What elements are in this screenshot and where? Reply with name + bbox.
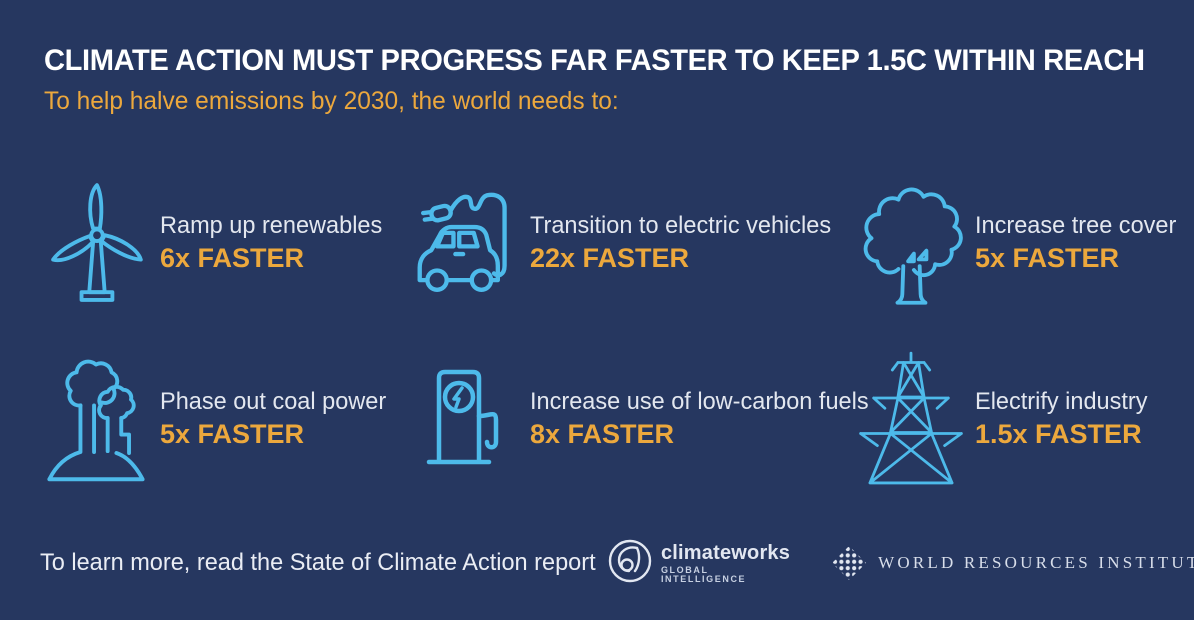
climateworks-name: climateworks <box>660 541 791 564</box>
coal-plant-icon <box>40 352 152 486</box>
item-label: Increase tree cover <box>975 212 1177 239</box>
item-low-carbon-fuels: Increase use of low-carbon fuels 8x FAST… <box>410 352 869 486</box>
climateworks-logo: climateworks GLOBAL INTELLIGENCE <box>607 538 790 589</box>
tree-icon <box>855 176 967 310</box>
item-label: Electrify industry <box>975 388 1148 415</box>
wri-mark-icon <box>832 546 867 580</box>
wind-turbine-icon <box>40 176 152 310</box>
footer-text: To learn more, read the State of Climate… <box>40 549 596 576</box>
item-label: Transition to electric vehicles <box>530 212 832 239</box>
item-renewables: Ramp up renewables 6x FASTER <box>40 176 410 310</box>
item-multiplier: 5x FASTER <box>975 243 1120 273</box>
item-label: Phase out coal power <box>160 388 387 415</box>
item-label: Increase use of low-carbon fuels <box>530 388 869 415</box>
item-text: Transition to electric vehicles 22x FAST… <box>530 212 837 274</box>
electric-vehicle-icon <box>410 176 522 310</box>
ev-charger-icon <box>410 352 522 486</box>
item-multiplier: 6x FASTER <box>160 243 305 273</box>
item-label: Ramp up renewables <box>160 212 383 239</box>
footer-logos: climateworks GLOBAL INTELLIGENCE WORLD R… <box>607 538 1194 589</box>
item-text: Phase out coal power 5x FASTER <box>160 388 391 450</box>
item-electric-vehicles: Transition to electric vehicles 22x FAST… <box>410 176 855 310</box>
climateworks-text: climateworks GLOBAL INTELLIGENCE <box>661 543 790 584</box>
climateworks-subtitle: GLOBAL INTELLIGENCE <box>660 564 747 584</box>
item-text: Increase tree cover 5x FASTER <box>975 212 1180 274</box>
item-text: Electrify industry 1.5x FASTER <box>975 388 1151 450</box>
headline: CLIMATE ACTION MUST PROGRESS FAR FASTER … <box>44 44 1145 77</box>
stats-grid: Ramp up renewables 6x FASTER <box>40 176 1176 486</box>
item-electrify-industry: Electrify industry 1.5x FASTER <box>855 351 1180 486</box>
wri-logo: WORLD RESOURCES INSTITUTE <box>832 546 1194 580</box>
item-multiplier: 22x FASTER <box>530 243 690 273</box>
climateworks-mark-icon <box>607 538 653 589</box>
wri-name: WORLD RESOURCES INSTITUTE <box>878 553 1194 572</box>
footer: To learn more, read the State of Climate… <box>40 534 1194 592</box>
item-tree-cover: Increase tree cover 5x FASTER <box>855 176 1180 310</box>
item-coal-power: Phase out coal power 5x FASTER <box>40 352 410 486</box>
header: CLIMATE ACTION MUST PROGRESS FAR FASTER … <box>44 44 1154 116</box>
subheadline: To help halve emissions by 2030, the wor… <box>44 87 619 115</box>
item-multiplier: 5x FASTER <box>160 419 305 449</box>
item-text: Increase use of low-carbon fuels 8x FAST… <box>530 388 876 450</box>
item-multiplier: 1.5x FASTER <box>975 419 1142 449</box>
item-text: Ramp up renewables 6x FASTER <box>160 212 387 274</box>
transmission-tower-icon <box>855 351 967 486</box>
item-multiplier: 8x FASTER <box>530 419 675 449</box>
